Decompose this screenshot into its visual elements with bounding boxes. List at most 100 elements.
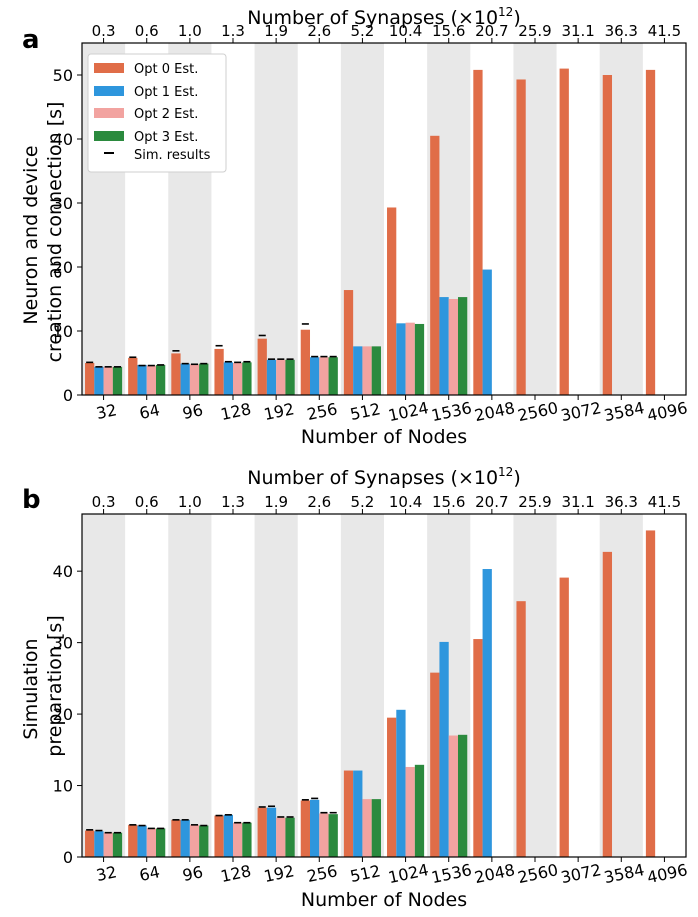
panel-a-xtick-label: 32 xyxy=(94,400,118,423)
panel-b-top-tick-label: 1.3 xyxy=(221,493,245,511)
panel-a-bar-opt0-512 xyxy=(343,290,354,395)
panel-b-bar-opt1-64 xyxy=(137,825,147,857)
panel-a-sim-markers xyxy=(86,323,337,368)
panel-b-top-tick-label: 1.0 xyxy=(178,493,202,511)
panel-b-bar-opt0-96 xyxy=(171,819,181,857)
legend-label-opt1: Opt 1 Est. xyxy=(134,85,198,100)
panel-b-bar-opt2-1024 xyxy=(405,766,415,857)
panel-a-label: a xyxy=(22,25,40,55)
panel-b-sim-markers xyxy=(86,797,337,834)
panel-b-bar-opt2-32 xyxy=(103,832,113,857)
legend-swatch-opt2 xyxy=(94,108,124,118)
panel-a-bar-opt0-96 xyxy=(171,353,181,395)
panel-b-xtick-label: 1024 xyxy=(387,860,431,887)
panel-a-top-tick-label: 1.3 xyxy=(221,22,245,40)
panel-a-top-tick-label: 0.3 xyxy=(92,22,116,40)
panel-a-top-tick-label: 15.6 xyxy=(432,22,465,40)
panel-a-ylabel-line2: creation and connection [s] xyxy=(44,102,66,363)
panel-b-bar-opt0-1024 xyxy=(387,717,397,857)
panel-a-bar-opt3-1024 xyxy=(414,323,425,395)
panel-b-axes xyxy=(81,513,687,858)
panel-b-bar-opt3-1024 xyxy=(414,764,425,857)
panel-a-bar-opt0-256 xyxy=(300,329,311,395)
panel-a-ytick-label: 0 xyxy=(63,386,73,405)
panel-a-bar-opt0-192 xyxy=(257,338,267,395)
legend-frame xyxy=(87,53,227,173)
panel-b-bar-opt3-1536 xyxy=(457,734,468,857)
legend-label-opt0: Opt 0 Est. xyxy=(134,62,198,77)
panel-a-bar-opt0-3584 xyxy=(602,75,613,395)
panel-b-top-tick-label: 25.9 xyxy=(518,493,551,511)
panel-b-bar-opt0-32 xyxy=(85,830,95,857)
panel-a-bar-opt1-32 xyxy=(94,366,104,395)
panel-a-bar-opt1-1536 xyxy=(439,297,449,395)
panel-a-bar-opt0-2048 xyxy=(473,69,483,395)
panel-b-xtick-label: 256 xyxy=(305,861,339,886)
panel-a-top-tick-label: 1.9 xyxy=(264,22,288,40)
panel-b-xtick-label: 32 xyxy=(94,862,118,885)
panel-b-top-tick-label: 5.2 xyxy=(350,493,374,511)
panel-a-bar-opt1-192 xyxy=(266,359,277,395)
panel-b-bar-opt3-32 xyxy=(112,832,123,857)
panel-a-top-tick-label: 31.1 xyxy=(561,22,594,40)
panel-a-ytick-label: 50 xyxy=(53,66,73,85)
panel-b-bar-opt0-256 xyxy=(300,800,311,857)
panel-b-xtick-label: 1536 xyxy=(430,860,474,887)
panel-a-bar-opt2-96 xyxy=(189,364,200,395)
panel-b-xtick-label: 3072 xyxy=(559,860,603,887)
panel-a-bar-opt3-128 xyxy=(242,362,252,395)
panel-a-bar-opt3-192 xyxy=(285,359,295,395)
panel-b-xtick-label: 96 xyxy=(181,862,205,885)
panel-a-xtick-label: 256 xyxy=(305,399,339,424)
panel-a-bar-opt2-192 xyxy=(276,359,286,395)
panel-b-xtick-label: 192 xyxy=(262,861,296,886)
panel-a-band xyxy=(254,43,298,395)
panel-a-xtick-label: 64 xyxy=(138,400,162,423)
panel-a-top-tick-label: 0.6 xyxy=(135,22,159,40)
panel-a-xtick-label: 3584 xyxy=(602,398,646,425)
panel-b-band xyxy=(82,514,126,857)
panel-a-xtick-label: 2048 xyxy=(473,398,517,425)
panel-b-bar-opt1-32 xyxy=(94,831,104,857)
legend-swatch-opt1 xyxy=(94,86,124,96)
panel-a-xtick-label: 3072 xyxy=(559,398,603,425)
panel-b-ylabel: Simulation preparation [s] xyxy=(20,615,66,756)
panel-b-xtick-label: 2560 xyxy=(516,860,560,887)
panel-a-legend: Opt 0 Est. Opt 1 Est. Opt 2 Est. Opt 3 E… xyxy=(87,53,227,173)
panel-b-bar-opt1-128 xyxy=(223,814,233,857)
panel-a-top-tick-label: 36.3 xyxy=(605,22,638,40)
panel-b-xlabel: Number of Nodes xyxy=(301,889,467,911)
panel-a-bar-opt0-4096 xyxy=(645,69,656,395)
panel-a-bar-opt2-256 xyxy=(319,357,329,395)
panel-b-ytick-label: 0 xyxy=(63,848,73,867)
panel-b-bar-opt3-128 xyxy=(242,822,252,857)
panel-b-bar-opt2-256 xyxy=(319,813,329,857)
panel-a-top-tick-label: 20.7 xyxy=(475,22,508,40)
panel-b-xtick-label: 4096 xyxy=(645,860,689,887)
panel-b-xtick-label: 128 xyxy=(219,861,253,886)
panel-b-xtick-label: 2048 xyxy=(473,860,517,887)
panel-b-top-tick-label: 31.1 xyxy=(561,493,594,511)
panel-b-bar-opt2-128 xyxy=(233,822,243,857)
panel-b-bar-opt2-1536 xyxy=(448,735,458,857)
panel-b-bar-opt1-512 xyxy=(353,770,363,857)
panel-a-ylabel-line1: Neuron and device xyxy=(20,145,42,324)
panel-a-top-tick-label: 5.2 xyxy=(350,22,374,40)
panel-b-xtick-label: 512 xyxy=(348,861,382,886)
legend-label-opt3: Opt 3 Est. xyxy=(134,130,198,145)
panel-a-ytick-label: 20 xyxy=(53,258,73,277)
panel-b-bar-opt3-96 xyxy=(199,825,209,857)
panel-b-bar-opt1-192 xyxy=(266,807,277,857)
panel-b: 0 10 20 30 40 32 0.3 64 0.6 96 1.0 128 1.3 192 1.9 256 2… xyxy=(20,465,689,911)
panel-a-top-tick-label: 41.5 xyxy=(648,22,681,40)
panel-b-bar-opt3-192 xyxy=(285,817,295,857)
panel-b-bar-opt0-2048 xyxy=(473,639,483,857)
panel-a-xtick-label: 1536 xyxy=(430,398,474,425)
panel-b-bar-opt2-192 xyxy=(276,817,286,857)
panel-b-band xyxy=(254,514,298,857)
panel-b-bar-opt0-192 xyxy=(257,807,267,857)
panel-a-bar-opt1-96 xyxy=(180,363,190,395)
panel-b-bar-opt3-512 xyxy=(371,799,381,857)
panel-b-top-tick-label: 10.4 xyxy=(389,493,422,511)
